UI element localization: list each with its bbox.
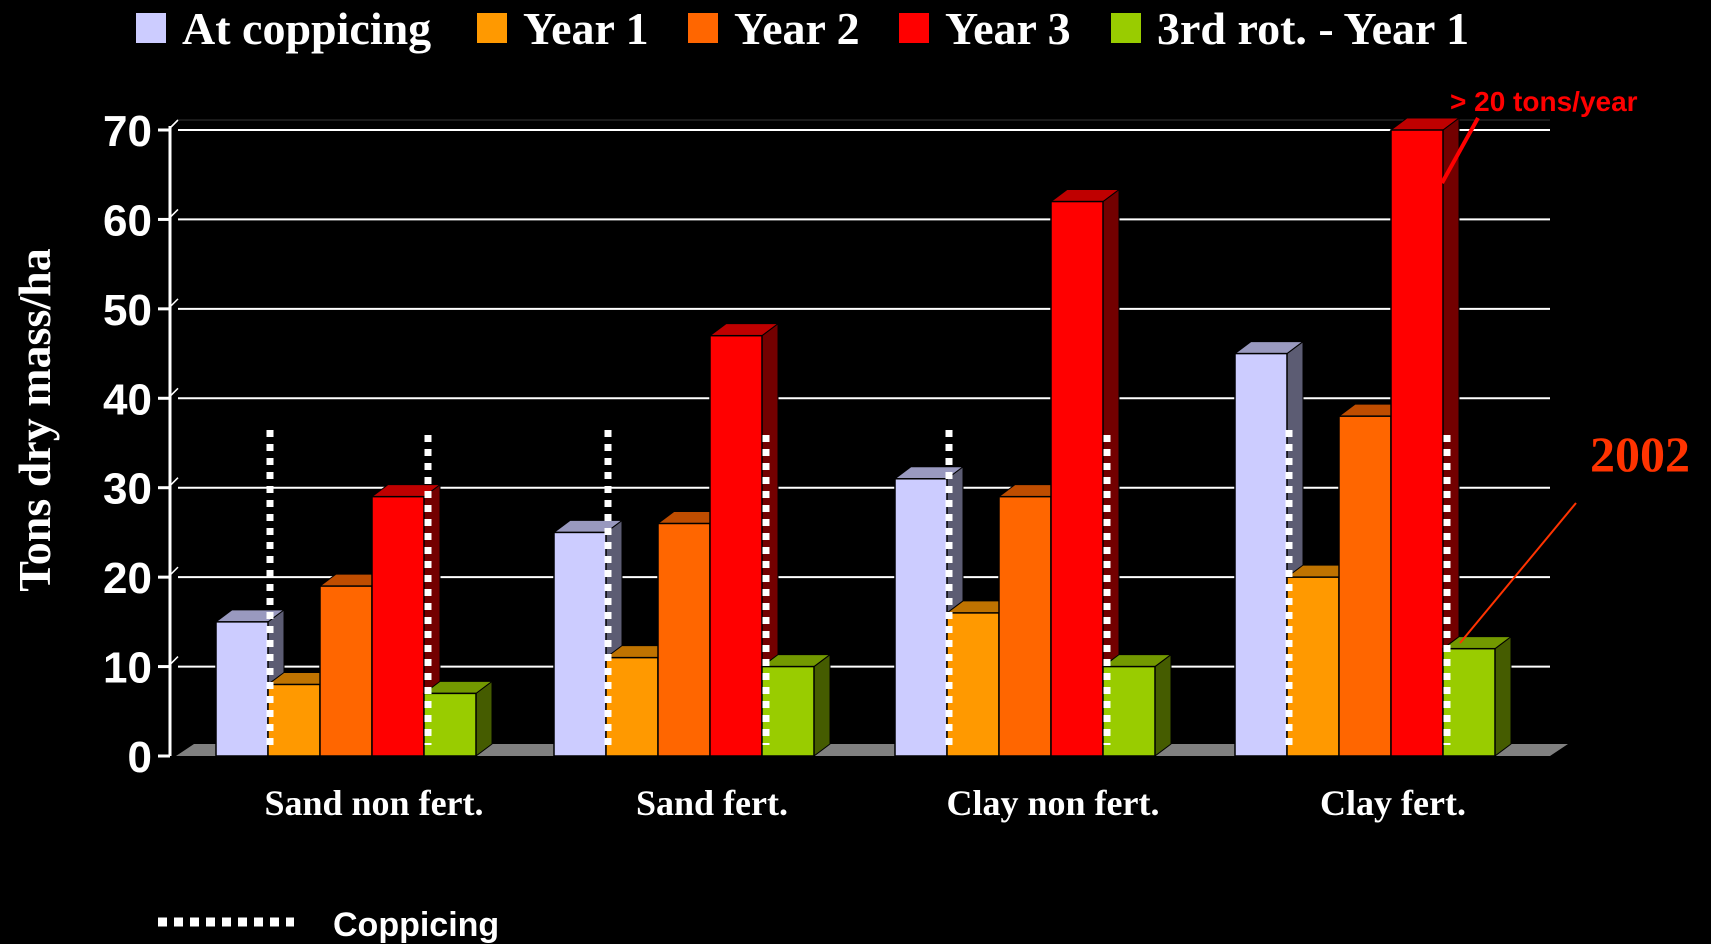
legend-item: At coppicing (136, 3, 431, 54)
bar (1102, 665, 1156, 757)
bar-side (813, 653, 831, 757)
bar (553, 531, 607, 757)
legend-item: Year 2 (688, 3, 860, 54)
x-tick-label: Sand fert. (636, 783, 788, 823)
bar (267, 683, 321, 757)
annotation-rate-pointer (1440, 117, 1480, 184)
legend-label: 3rd rot. - Year 1 (1157, 3, 1469, 54)
y-tick-label: 0 (128, 733, 152, 782)
bar (998, 495, 1052, 757)
bar-group (214, 483, 494, 757)
bar (1442, 647, 1496, 757)
annotations: > 20 tons/year 2002 Coppicing (158, 86, 1690, 944)
bar (605, 656, 659, 757)
y-tick-label: 50 (103, 286, 152, 335)
bar-side (1154, 653, 1172, 757)
bar (1050, 200, 1104, 757)
legend: At coppicing Year 1 Year 2 Year 3 3rd rot. -… (136, 3, 1469, 54)
y-tick-label: 70 (103, 107, 152, 156)
bar (215, 621, 269, 757)
legend-swatch (1111, 13, 1141, 43)
legend-item: Year 3 (899, 3, 1071, 54)
bar (1338, 415, 1392, 757)
bar (1286, 576, 1340, 757)
y-tick-label: 10 (103, 644, 152, 693)
y-tick-label: 60 (103, 196, 152, 245)
x-tick-label: Sand non fert. (264, 783, 483, 823)
legend-label: Year 3 (945, 3, 1071, 54)
bar-side (475, 680, 493, 757)
bar-group (893, 188, 1173, 757)
legend-swatch (899, 13, 929, 43)
y-axis-label: Tons dry mass/ha (9, 248, 60, 591)
bar (1234, 352, 1288, 757)
y-tick-label: 20 (103, 554, 152, 603)
bar-group (1233, 117, 1513, 757)
legend-swatch (688, 13, 718, 43)
bar (1390, 129, 1444, 757)
bar (319, 585, 373, 757)
plot-area: 0 10 20 30 40 50 60 70 Sand non fert. Sand fert. C… (103, 107, 1568, 823)
y-tick-label: 40 (103, 375, 152, 424)
bar (894, 478, 948, 757)
legend-item: Year 1 (477, 3, 649, 54)
floor (176, 744, 1568, 756)
bar (946, 612, 1000, 757)
bar (761, 665, 815, 757)
legend-label: Year 1 (523, 3, 649, 54)
x-tick-label: Clay non fert. (947, 783, 1160, 823)
bar (709, 334, 763, 757)
legend-label: At coppicing (182, 3, 431, 54)
x-tick-label: Clay fert. (1320, 783, 1466, 823)
annotation-year: 2002 (1590, 426, 1690, 482)
y-tick-label: 30 (103, 465, 152, 514)
legend-swatch (136, 13, 166, 43)
annotation-rate: > 20 tons/year (1450, 86, 1638, 117)
annotation-year-pointer (1459, 502, 1577, 644)
bar-side (1494, 635, 1512, 757)
coppicing-legend-label: Coppicing (333, 906, 499, 944)
bar (657, 522, 711, 757)
bar (371, 495, 425, 757)
bar-group (552, 322, 832, 757)
legend-label: Year 2 (734, 3, 860, 54)
bar (423, 692, 477, 757)
legend-swatch (477, 13, 507, 43)
legend-item: 3rd rot. - Year 1 (1111, 3, 1469, 54)
